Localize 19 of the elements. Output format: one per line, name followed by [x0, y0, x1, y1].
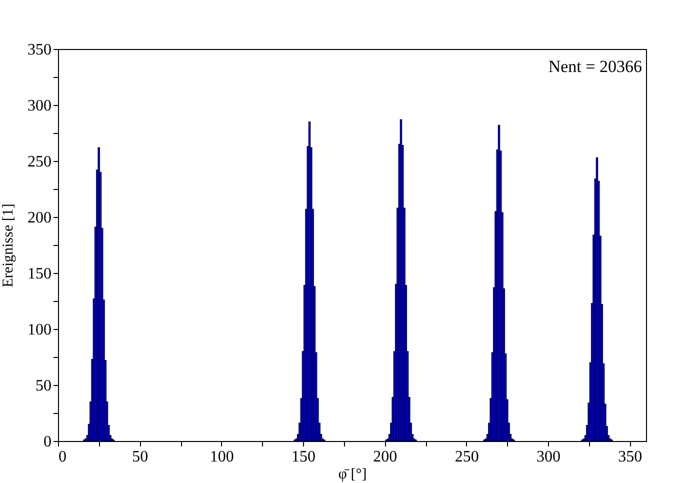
- x-tick-label: 50: [132, 448, 148, 466]
- y-tick-label: 0: [44, 434, 52, 450]
- y-tick-label: 100: [28, 322, 52, 338]
- x-tick-label: 150: [292, 448, 316, 466]
- x-tick-label: 0: [58, 448, 66, 466]
- y-tick-label: 350: [28, 42, 52, 58]
- x-axis-title: φ̄ [°]: [338, 466, 367, 482]
- y-tick-label: 300: [28, 98, 52, 114]
- y-tick-label: 50: [36, 378, 52, 394]
- x-tick-label: 350: [618, 448, 642, 466]
- x-tick-label: 100: [210, 448, 234, 466]
- x-tick-label: 250: [454, 448, 479, 466]
- x-tick-label: 200: [373, 448, 398, 466]
- y-tick-label: 250: [28, 154, 52, 170]
- y-axis-title: Ereignisse [1]: [0, 204, 16, 288]
- y-tick-label: 200: [28, 210, 52, 226]
- y-tick-label: 150: [28, 266, 52, 282]
- x-tick-label: 300: [536, 448, 560, 466]
- annotation: Nent = 20366: [548, 57, 642, 76]
